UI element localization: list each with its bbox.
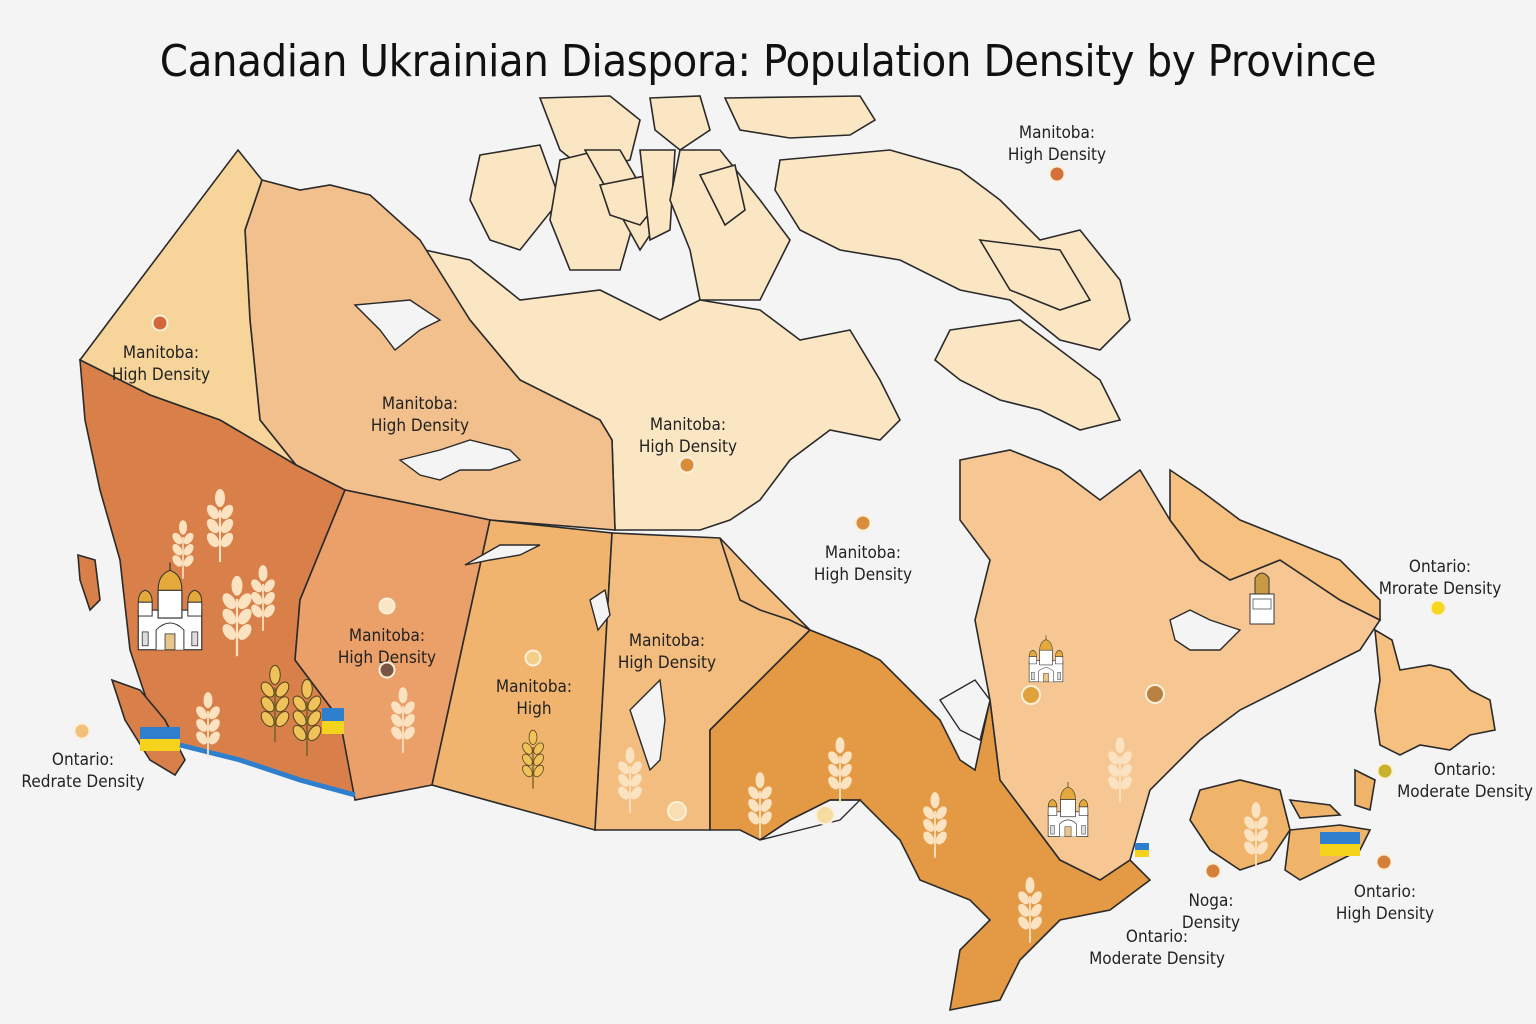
density-label-nwt: Manitoba: High Density <box>371 393 469 437</box>
density-marker-dot <box>526 651 540 665</box>
label-density: High Density <box>370 416 470 436</box>
region-pei <box>1288 799 1342 819</box>
density-label-manitoba: Manitoba: High Density <box>618 630 716 674</box>
hudson-bay-shore <box>719 537 811 631</box>
james-bay <box>939 679 991 742</box>
density-label-yukon: Manitoba: High Density <box>112 342 210 386</box>
label-density: High Density <box>1007 145 1107 165</box>
lake-athabasca <box>464 544 541 566</box>
great-slave-lake <box>398 439 522 481</box>
region-newfoundland <box>1374 628 1496 756</box>
density-marker-dot <box>680 458 694 472</box>
lake-winnipeg <box>629 678 666 772</box>
label-density: Moderate Density <box>1397 782 1533 802</box>
density-marker-dot <box>856 516 870 530</box>
label-density: High Density <box>638 437 738 457</box>
label-province: Ontario: <box>1433 760 1497 780</box>
density-marker-dot <box>817 807 833 823</box>
smallwood-reservoir <box>1169 609 1242 651</box>
density-marker-dot <box>1206 864 1220 878</box>
region-labrador <box>1169 468 1381 622</box>
density-label-nunavut-north: Manitoba: High Density <box>1008 122 1106 166</box>
density-marker-dot <box>1377 855 1391 869</box>
flag-color-stripe <box>179 742 356 798</box>
density-label-hudson-bay: Manitoba: High Density <box>814 542 912 586</box>
density-label-ontario-south: Ontario: Moderate Density <box>1089 926 1225 970</box>
density-marker-dot <box>1050 167 1064 181</box>
density-marker-dot <box>75 724 89 738</box>
reindeer-lake <box>589 588 611 632</box>
density-marker-dot <box>1378 764 1392 778</box>
lake-superior <box>759 799 862 841</box>
density-marker-dot <box>153 316 167 330</box>
density-marker-dot <box>380 599 394 613</box>
arctic-islands <box>469 95 1131 431</box>
label-density: High Density <box>617 653 717 673</box>
label-province: Ontario: <box>1353 882 1417 902</box>
density-label-nunavut-center: Manitoba: High Density <box>639 414 737 458</box>
density-marker-dot <box>1147 686 1163 702</box>
label-province: Ontario: <box>1408 557 1472 577</box>
density-label-alberta: Manitoba: High Density <box>338 625 436 669</box>
ukrainian-flag-icon <box>1135 843 1149 857</box>
density-label-nova-scotia: Ontario: High Density <box>1336 881 1434 925</box>
region-new-brunswick <box>1189 779 1291 871</box>
label-province: Manitoba: <box>628 631 706 651</box>
label-province: Manitoba: <box>649 415 727 435</box>
ukrainian-flag-icon <box>1320 832 1360 856</box>
region-quebec <box>959 449 1382 881</box>
density-label-labrador: Ontario: Mrorate Density <box>1379 556 1502 600</box>
density-label-saskatchewan: Manitoba: High <box>496 676 572 720</box>
label-province: Noga: <box>1188 891 1234 911</box>
label-province: Manitoba: <box>824 543 902 563</box>
label-province: Manitoba: <box>348 626 426 646</box>
density-marker-dot <box>1023 687 1039 703</box>
map-title: Canadian Ukrainian Diaspora: Population … <box>159 36 1377 87</box>
label-density: High Density <box>1335 904 1435 924</box>
label-density: Mrorate Density <box>1378 579 1502 599</box>
label-density: High Density <box>337 648 437 668</box>
label-province: Manitoba: <box>1018 123 1096 143</box>
density-label-bc-coast: Ontario: Redrate Density <box>21 749 144 793</box>
ukrainian-flag-icon <box>140 727 180 751</box>
label-density: Moderate Density <box>1089 949 1225 969</box>
density-label-new-brunswick: Noga: Density <box>1182 890 1240 934</box>
label-province: Ontario: <box>1125 927 1189 947</box>
density-marker-dot <box>380 663 394 677</box>
bell-tower-icon <box>1249 572 1275 625</box>
label-province: Manitoba: <box>495 677 573 697</box>
label-density: Redrate Density <box>21 772 145 792</box>
label-density: High Density <box>813 565 913 585</box>
ukrainian-flag-icon <box>322 708 344 734</box>
label-province: Manitoba: <box>122 343 200 363</box>
label-density: High Density <box>111 365 211 385</box>
density-marker-dot <box>669 803 685 819</box>
density-label-nfld-south: Ontario: Moderate Density <box>1397 759 1533 803</box>
density-marker-dot <box>1431 601 1445 615</box>
great-bear-lake <box>353 299 442 351</box>
label-density: Density <box>1181 913 1241 933</box>
label-density: High <box>516 699 552 719</box>
label-province: Ontario: <box>51 750 115 770</box>
label-province: Manitoba: <box>381 394 459 414</box>
